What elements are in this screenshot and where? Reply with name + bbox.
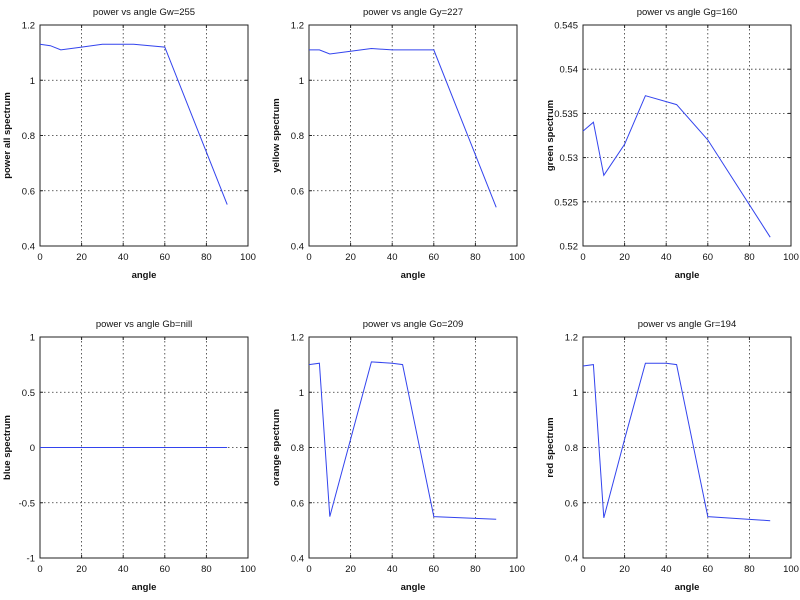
x-tick-label: 60 (429, 564, 440, 575)
x-axis-label: angle (675, 270, 700, 281)
subplot-6: 0 20 40 60 80 100 0.4 0.6 0.8 1 1.2 power vs angle … (545, 319, 799, 593)
y-tick-label: 0.53 (560, 153, 579, 164)
x-tick-label: 80 (470, 252, 481, 263)
y-tick-label: 0.525 (554, 197, 578, 208)
x-tick-label: 20 (619, 252, 630, 263)
x-tick-label: 0 (306, 252, 311, 263)
subplot-3: 0 20 40 60 80 100 0.52 0.525 0.53 0.535 0.54 0.545 p… (545, 7, 799, 281)
x-tick-label: 20 (619, 564, 630, 575)
y-tick-label: 1.2 (565, 333, 578, 344)
x-tick-label: 80 (201, 564, 212, 575)
y-tick-label: 0.8 (291, 131, 304, 142)
x-tick-label: 60 (429, 252, 440, 263)
x-tick-label: 40 (118, 252, 129, 263)
x-tick-label: 40 (387, 564, 398, 575)
x-tick-label: 100 (240, 252, 256, 263)
x-tick-label: 20 (345, 564, 356, 575)
x-tick-label: 80 (744, 564, 755, 575)
x-tick-label: 80 (744, 252, 755, 263)
y-tick-label: 0.8 (291, 443, 304, 454)
chart-title: power vs angle Go=209 (363, 319, 464, 330)
x-tick-label: 20 (76, 252, 87, 263)
x-axis-label: angle (401, 582, 426, 593)
x-tick-label: 0 (580, 252, 585, 263)
y-tick-label: 1 (299, 388, 304, 399)
series-line (308, 361, 497, 520)
y-tick-label: 0.4 (291, 242, 304, 253)
y-tick-label: 0.6 (565, 498, 578, 509)
y-tick-label: 0.6 (291, 498, 304, 509)
y-tick-label: 0.6 (291, 186, 304, 197)
x-tick-label: 0 (306, 564, 311, 575)
x-tick-label: 100 (783, 252, 799, 263)
x-tick-label: 20 (76, 564, 87, 575)
y-tick-label: 1 (573, 388, 578, 399)
x-tick-label: 0 (580, 564, 585, 575)
y-tick-label: 0.8 (22, 131, 35, 142)
chart-title: power vs angle Gr=194 (638, 319, 737, 330)
x-axis-label: angle (132, 582, 157, 593)
series-line (39, 43, 228, 205)
x-tick-label: 60 (160, 564, 171, 575)
y-tick-label: 0.52 (560, 242, 579, 253)
x-tick-label: 60 (703, 252, 714, 263)
y-tick-label: 0.4 (565, 554, 578, 565)
y-tick-label: 1 (30, 76, 35, 87)
y-tick-label: -0.5 (19, 498, 35, 509)
subplot-2: 0 20 40 60 80 100 0.4 0.6 0.8 1 1.2 power vs angle … (271, 7, 525, 281)
y-axis-label: orange spectrum (271, 409, 282, 486)
y-tick-label: 1.2 (291, 333, 304, 344)
x-tick-label: 40 (661, 564, 672, 575)
y-axis-label: green spectrum (545, 100, 556, 171)
y-tick-label: 0.8 (565, 443, 578, 454)
y-tick-label: 0.545 (554, 21, 578, 32)
subplot-1: 0 20 40 60 80 100 0.4 0.6 0.8 1 1.2 power vs angle … (2, 7, 256, 281)
x-axis-label: angle (132, 270, 157, 281)
x-tick-label: 80 (470, 564, 481, 575)
y-tick-label: 0.4 (22, 242, 35, 253)
x-tick-label: 40 (387, 252, 398, 263)
y-tick-label: 0.4 (291, 554, 304, 565)
x-tick-label: 60 (703, 564, 714, 575)
x-tick-label: 0 (37, 564, 42, 575)
x-tick-label: 100 (509, 252, 525, 263)
y-axis-label: yellow spectrum (271, 98, 282, 172)
y-tick-label: 1.2 (291, 21, 304, 32)
y-tick-label: 1 (30, 333, 35, 344)
subplot-5: 0 20 40 60 80 100 0.4 0.6 0.8 1 1.2 power vs angle … (271, 319, 525, 593)
x-tick-label: 100 (509, 564, 525, 575)
y-axis-label: red spectrum (545, 417, 556, 477)
axes-box (582, 24, 792, 247)
y-tick-label: 1.2 (22, 21, 35, 32)
y-axis-label: power all spectrum (2, 92, 13, 179)
y-tick-label: 1 (299, 76, 304, 87)
x-tick-label: 100 (240, 564, 256, 575)
y-tick-label: 0.5 (22, 388, 35, 399)
chart-title: power vs angle Gy=227 (363, 7, 463, 18)
y-axis-label: blue spectrum (2, 415, 13, 480)
series-line (309, 47, 497, 208)
x-axis-label: angle (675, 582, 700, 593)
chart-title: power vs angle Gb=nill (96, 319, 192, 330)
x-tick-label: 60 (160, 252, 171, 263)
x-tick-label: 0 (37, 252, 42, 263)
subplot-4: 0 20 40 60 80 100 -1 -0.5 0 0.5 1 power vs angle Gb… (2, 319, 256, 593)
y-tick-label: 0.54 (560, 65, 579, 76)
series-line (582, 95, 771, 238)
chart-title: power vs angle Gg=160 (637, 7, 738, 18)
y-tick-label: -1 (27, 554, 35, 565)
chart-title: power vs angle Gw=255 (93, 7, 195, 18)
x-tick-label: 40 (118, 564, 129, 575)
x-tick-label: 100 (783, 564, 799, 575)
x-axis-label: angle (401, 270, 426, 281)
x-tick-label: 20 (345, 252, 356, 263)
y-tick-label: 0 (30, 443, 35, 454)
x-tick-label: 40 (661, 252, 672, 263)
y-tick-label: 0.6 (22, 186, 35, 197)
y-tick-label: 0.535 (554, 109, 578, 120)
series-line (582, 362, 771, 522)
x-tick-label: 80 (201, 252, 212, 263)
